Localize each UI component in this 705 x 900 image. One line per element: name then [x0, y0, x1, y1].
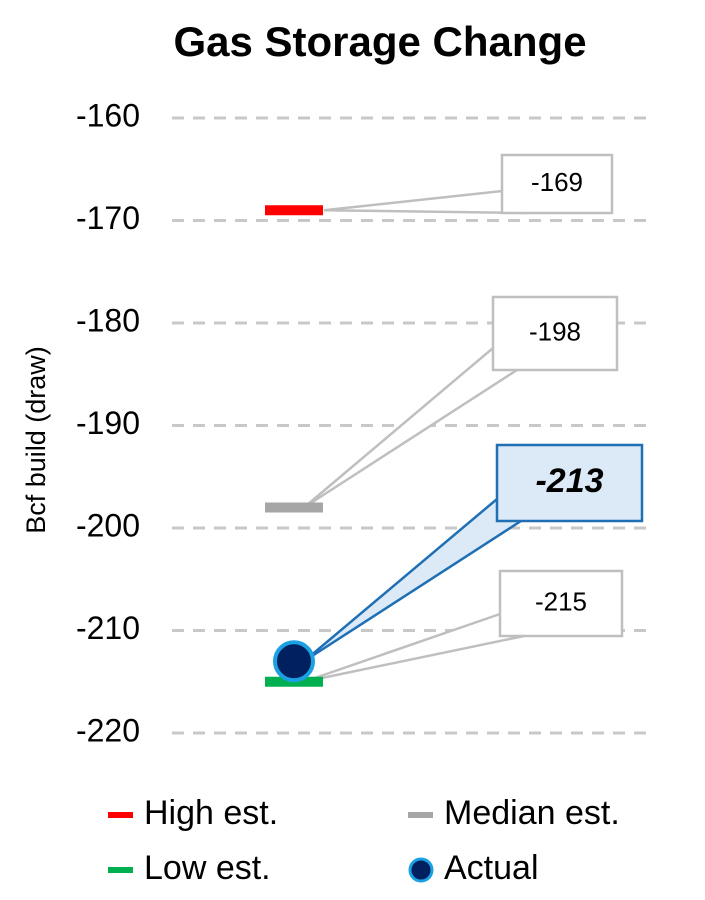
y-tick-label: -170: [76, 200, 140, 236]
estimate-marker: [265, 205, 323, 216]
callout-box: [491, 295, 619, 372]
data-label: -198: [529, 316, 581, 346]
callout-pointer: [323, 189, 530, 215]
y-tick-label: -160: [76, 97, 140, 133]
legend-marker: [408, 857, 434, 883]
legend-label: High est.: [144, 794, 278, 832]
legend-label: Actual: [444, 849, 539, 887]
callout-box: [495, 443, 644, 523]
data-label: -213: [535, 462, 603, 500]
callout-pointer: [303, 612, 527, 683]
y-axis-label: Bcf build (draw): [21, 346, 51, 534]
y-tick-label: -200: [76, 507, 140, 543]
callout-pointer: [303, 346, 520, 509]
chart-title: Gas Storage Change: [173, 18, 586, 65]
estimate-marker: [265, 502, 323, 513]
legend-marker: [108, 812, 133, 818]
y-tick-label: -210: [76, 610, 140, 646]
legend-label: Median est.: [444, 794, 620, 832]
y-tick-label: -190: [76, 405, 140, 441]
actual-marker: [273, 640, 315, 683]
legend-marker: [108, 867, 133, 873]
data-label: -215: [535, 586, 587, 616]
y-tick-label: -220: [76, 712, 140, 748]
legend-label: Low est.: [144, 849, 271, 887]
y-tick-label: -180: [76, 302, 140, 338]
callout-box: [498, 569, 624, 638]
legend-marker: [408, 812, 433, 818]
callout-box: [500, 153, 614, 215]
data-label: -169: [531, 167, 583, 197]
